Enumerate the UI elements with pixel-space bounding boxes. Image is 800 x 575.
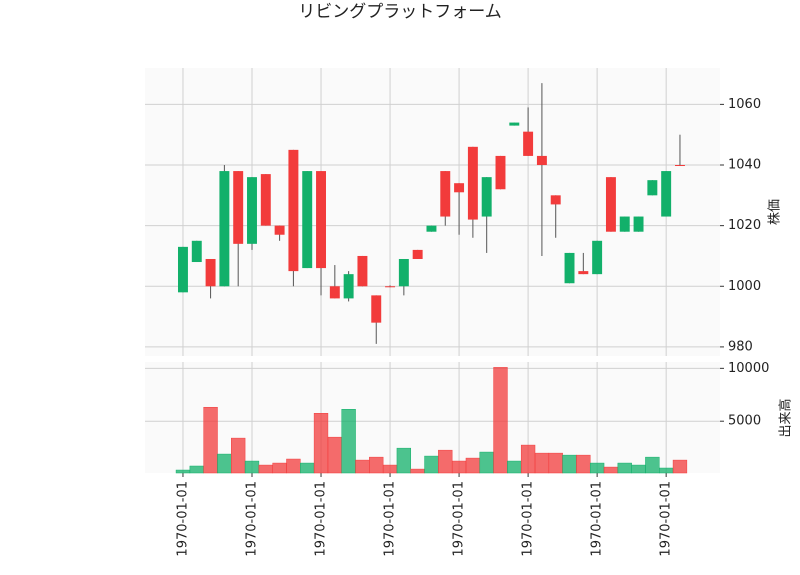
candle-body (288, 149, 299, 272)
x-tick-label: 1970-01-01 (590, 481, 605, 557)
volume-bar (258, 464, 273, 474)
candle-body (371, 295, 382, 323)
volume-bar (300, 462, 315, 474)
y-tick-label: 980 (728, 339, 753, 354)
candle-body (412, 249, 423, 259)
x-tick-label: 1970-01-01 (452, 481, 467, 557)
candle-body (633, 216, 644, 232)
candle-body (219, 171, 230, 287)
candle-body (523, 131, 534, 156)
volume-axis-label: 出来高 (778, 398, 794, 437)
volume-bar (175, 469, 191, 474)
volume-bar (562, 454, 577, 474)
candle-body (578, 271, 589, 275)
volume-bar (631, 464, 646, 474)
volume-bar (493, 367, 508, 474)
volume-bar (589, 462, 605, 474)
y-tick-label: 1000 (728, 279, 761, 294)
volume-bar (217, 453, 232, 474)
candle-body (205, 258, 216, 287)
candle-body (177, 246, 188, 293)
volume-bar (617, 462, 632, 474)
chart-title: リビングプラットフォーム (298, 2, 502, 22)
candle-body (495, 155, 506, 190)
volume-bar (451, 460, 467, 474)
candle-body (191, 240, 202, 263)
volume-bar (410, 468, 425, 474)
candle-body (467, 146, 478, 220)
x-tick-label: 1970-01-01 (521, 481, 536, 557)
candle-body (674, 165, 685, 167)
candle-body (564, 252, 575, 284)
candle-body (302, 171, 313, 269)
volume-bar (424, 455, 439, 474)
volume-bar (603, 466, 619, 474)
x-tick-label: 1970-01-01 (175, 481, 190, 557)
volume-tick-label: 5000 (728, 414, 761, 429)
volume-bar (327, 436, 342, 474)
volume-bar (244, 460, 260, 474)
volume-bar (659, 467, 674, 474)
candle-body (661, 171, 672, 217)
volume-bar (520, 444, 536, 474)
candle-body (481, 177, 492, 217)
candle-body (357, 255, 368, 287)
volume-bar (313, 413, 329, 474)
candle-body (509, 122, 520, 126)
candle-body (550, 195, 561, 205)
y-tick-label: 1040 (728, 158, 761, 173)
volume-bar (465, 457, 481, 474)
volume-bar (231, 437, 246, 474)
candle-body (274, 225, 285, 235)
volume-bar (382, 464, 398, 474)
y-axis-label: 株価 (768, 199, 783, 225)
candle-body (329, 286, 340, 299)
candle-body (398, 258, 409, 287)
candle-body (343, 274, 354, 299)
volume-tick-label: 10000 (728, 361, 769, 376)
candle-body (647, 180, 658, 196)
candle-body (426, 225, 437, 232)
volume-bar (672, 459, 688, 474)
price-panel (145, 68, 720, 356)
volume-bar (548, 452, 563, 474)
volume-bar (438, 449, 453, 474)
volume-bar (355, 459, 370, 474)
y-tick-label: 1060 (728, 97, 761, 112)
x-tick-label: 1970-01-01 (244, 481, 259, 557)
candle-body (440, 171, 451, 217)
volume-bar (507, 460, 522, 474)
volume-bar (534, 452, 550, 474)
volume-bar (479, 451, 494, 474)
volume-bar (272, 462, 287, 474)
volume-bar (203, 406, 218, 474)
x-tick-label: 1970-01-01 (383, 481, 398, 557)
candle-body (316, 171, 326, 269)
volume-bar (369, 456, 384, 474)
candle-body (454, 183, 465, 193)
candle-body (619, 216, 630, 232)
candle-body (536, 155, 547, 166)
candle-body (260, 174, 271, 226)
volume-bar (396, 447, 412, 474)
candle-body (385, 286, 396, 288)
candle-body (233, 171, 244, 244)
candle-body (247, 177, 257, 244)
x-tick-label: 1970-01-01 (659, 481, 674, 557)
volume-bar (576, 454, 591, 474)
volume-bar (189, 465, 204, 474)
candle-body (605, 177, 616, 232)
volume-bar (341, 409, 356, 474)
y-tick-label: 1020 (728, 218, 761, 233)
volume-bar (286, 458, 301, 474)
candle-body (592, 240, 603, 275)
x-tick-label: 1970-01-01 (314, 481, 329, 557)
volume-bar (645, 456, 660, 474)
